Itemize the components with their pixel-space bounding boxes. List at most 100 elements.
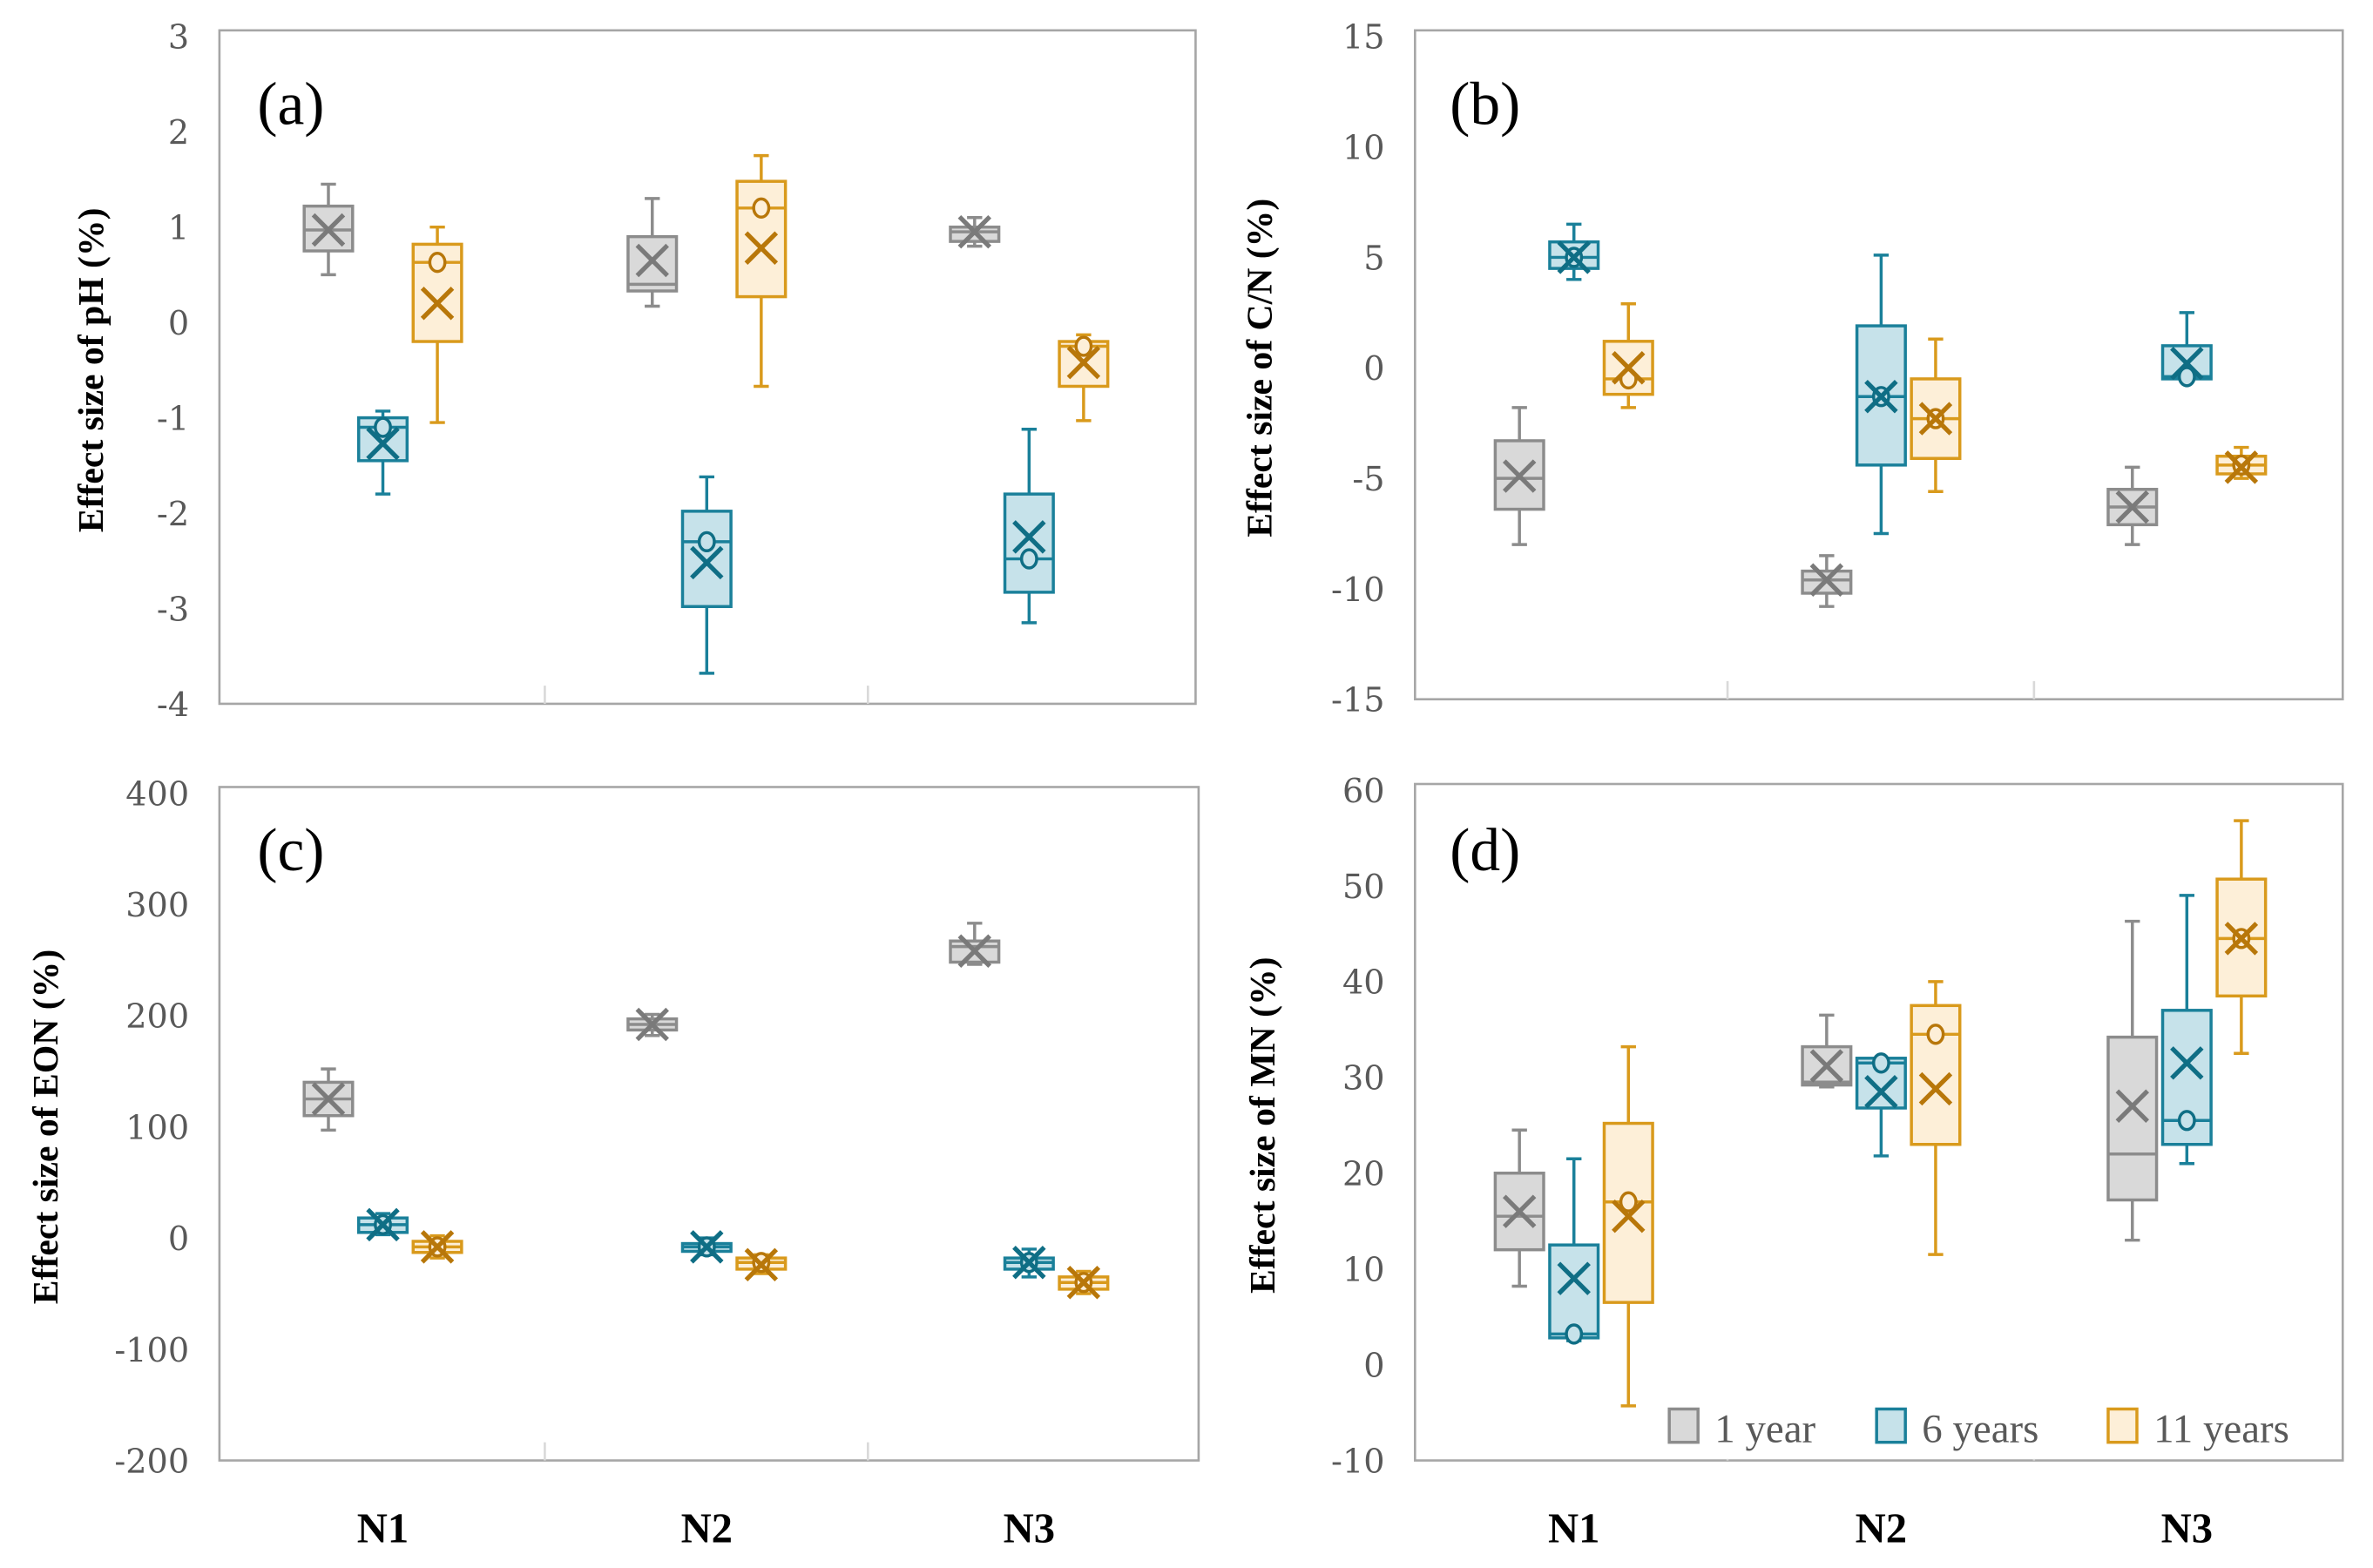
- median-marker: [2177, 366, 2196, 388]
- y-tick-label: 100: [125, 1109, 189, 1147]
- iqr-box: [1602, 340, 1654, 396]
- mean-x-marker: [1864, 1075, 1898, 1109]
- mean-x-marker: [1066, 345, 1101, 380]
- x-category-label: N1: [1548, 1504, 1599, 1551]
- box-1-year-N2: [1801, 554, 1853, 608]
- legend-item: 1 year: [1667, 1407, 1816, 1452]
- mean-x-marker: [744, 231, 779, 265]
- mean-x-marker: [1502, 1194, 1537, 1228]
- y-tick-label: -5: [1352, 461, 1384, 499]
- y-tick-label: 5: [1363, 240, 1384, 278]
- y-tick-label: 400: [125, 775, 189, 814]
- median-marker: [2177, 1110, 2196, 1132]
- mean-x-marker: [1012, 1246, 1046, 1280]
- y-tick-label: 0: [168, 1220, 189, 1259]
- box-6-years-N3: [2160, 311, 2213, 388]
- box-11-years-N3: [2215, 445, 2268, 484]
- mean-x-marker: [420, 1230, 455, 1264]
- mean-x-marker: [2170, 1046, 2204, 1080]
- legend-item: 6 years: [1875, 1407, 2038, 1452]
- mean-x-marker: [635, 1007, 669, 1042]
- box-1-year-N1: [302, 1067, 355, 1132]
- plot-frame: [1414, 782, 2344, 1462]
- box-6-years-N2: [680, 1230, 733, 1264]
- y-tick-label: 0: [1363, 1348, 1384, 1386]
- box-1-year-N2: [626, 197, 679, 308]
- y-tick-label: -200: [114, 1443, 189, 1481]
- y-tick-label: -100: [114, 1332, 189, 1370]
- box-6-years-N3: [1003, 427, 1055, 625]
- box-11-years-N2: [735, 153, 788, 389]
- panel-d: -10 0 10 20 30 40 50 60 Effect size of MN (%) (d)…: [1243, 773, 2344, 1551]
- panel-b: -15 -10 -5 0 5 10 15 Effect size of C/N (%) (b): [1240, 19, 2344, 720]
- mean-x-marker: [2170, 346, 2204, 381]
- y-tick-label: 50: [1342, 868, 1385, 907]
- x-category-label: N1: [357, 1504, 409, 1551]
- y-tick-label: 3: [168, 19, 189, 57]
- median-marker: [697, 531, 716, 553]
- y-tick-label: 0: [168, 305, 189, 343]
- y-axis-label: Effect size of EON (%): [26, 950, 66, 1304]
- box-11-years-N3: [2215, 819, 2268, 1056]
- x-category-label: N2: [681, 1504, 733, 1551]
- mean-x-marker: [311, 213, 346, 247]
- legend-label: 11 years: [2153, 1407, 2289, 1452]
- box-6-years-N2: [680, 475, 733, 675]
- mean-x-marker: [957, 214, 992, 249]
- y-tick-label: -15: [1331, 682, 1385, 720]
- panel-label: (b): [1450, 71, 1520, 139]
- panel-label: (c): [257, 817, 324, 884]
- box-11-years-N1: [1602, 301, 1654, 409]
- y-axis-label: Effect size of C/N (%): [1240, 199, 1280, 537]
- box-1-year-N2: [1801, 1013, 1853, 1089]
- y-tick-label: -4: [157, 686, 189, 725]
- y-tick-label: -10: [1331, 1443, 1385, 1481]
- iqr-box: [2106, 1035, 2159, 1202]
- mean-x-marker: [1557, 240, 1591, 274]
- legend-background: [1659, 1392, 2340, 1459]
- mean-x-marker: [1918, 402, 1953, 436]
- mean-x-marker: [2224, 450, 2259, 484]
- y-tick-label: -3: [157, 591, 189, 629]
- y-tick-label: 20: [1342, 1156, 1385, 1194]
- box-11-years-N3: [1058, 333, 1110, 422]
- y-tick-label: 1: [168, 210, 189, 248]
- box-1-year-N3: [2106, 919, 2159, 1242]
- iqr-box: [680, 510, 733, 609]
- y-axis-label: Effect size of pH (%): [71, 207, 112, 532]
- mean-x-marker: [1012, 520, 1046, 554]
- mean-x-marker: [957, 934, 992, 968]
- box-6-years-N1: [1548, 222, 1600, 281]
- iqr-box: [1548, 1243, 1600, 1340]
- box-1-year-N1: [1493, 406, 1545, 546]
- mean-x-marker: [366, 426, 400, 461]
- iqr-box: [1801, 569, 1853, 595]
- panel-c: -200 -100 0 100 200 300 400 Effect size of EON …: [26, 775, 1200, 1551]
- panel-label: (a): [257, 71, 324, 139]
- box-1-year-N1: [302, 182, 355, 277]
- box-1-year-N2: [626, 1007, 679, 1042]
- y-tick-label: 300: [125, 887, 189, 925]
- box-6-years-N1: [356, 409, 409, 496]
- mean-x-marker: [744, 1247, 779, 1282]
- median-marker: [1019, 548, 1038, 570]
- mean-x-marker: [1864, 380, 1898, 414]
- mean-x-marker: [1557, 1261, 1591, 1295]
- median-marker: [1871, 1052, 1890, 1074]
- iqr-box: [1602, 1121, 1654, 1304]
- mean-x-marker: [2224, 922, 2259, 956]
- median-marker: [1926, 1024, 1945, 1045]
- y-tick-label: 40: [1342, 964, 1385, 1003]
- y-tick-label: 0: [1363, 350, 1384, 389]
- mean-x-marker: [420, 287, 455, 321]
- panel-a: -4 -3 -2 -1 0 1 2 3 Effect size of pH (%) (a): [71, 19, 1197, 725]
- y-tick-label: 2: [168, 114, 189, 152]
- legend-label: 6 years: [1922, 1407, 2038, 1452]
- box-11-years-N3: [1058, 1266, 1110, 1300]
- mean-x-marker: [1612, 1199, 1646, 1233]
- legend: 1 year 6 years 11 years: [1659, 1392, 2340, 1459]
- mean-x-marker: [1918, 1071, 1953, 1106]
- iqr-box: [1003, 492, 1055, 594]
- plot-frame: [218, 29, 1197, 706]
